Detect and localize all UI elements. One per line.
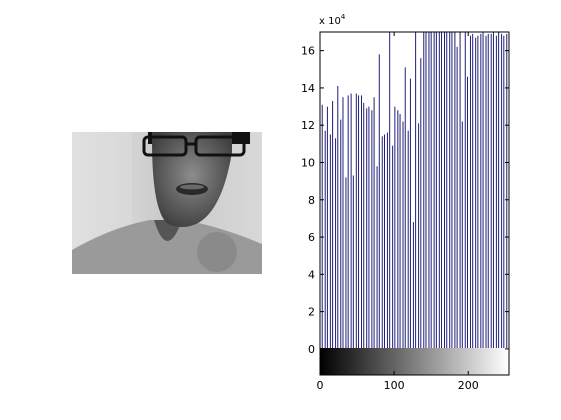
y-tick-label: 12 — [301, 119, 315, 132]
y-tick-label: 10 — [301, 156, 315, 169]
x-tick-label: 200 — [458, 379, 479, 392]
y-tick-label: 8 — [308, 194, 315, 207]
x-tick-label: 100 — [384, 379, 405, 392]
x-axis: 0 100 200 — [317, 32, 479, 392]
y-tick-label: 14 — [301, 82, 315, 95]
y-tick-label: 2 — [308, 306, 315, 319]
axes-box — [319, 31, 510, 376]
histogram-bars — [319, 32, 510, 349]
y-tick-label: 0 — [308, 343, 315, 356]
y-axis: 0 2 4 6 8 10 12 14 16 — [301, 45, 509, 356]
x-tick-label: 0 — [317, 379, 324, 392]
y-tick-label: 6 — [308, 231, 315, 244]
y-tick-label: 4 — [308, 268, 315, 281]
grayscale-colorbar — [320, 348, 509, 375]
photo-drawing — [72, 132, 262, 274]
y-tick-label: 16 — [301, 45, 315, 58]
y-exponent-label: x 104 — [319, 13, 346, 27]
grayscale-photo — [72, 132, 262, 274]
